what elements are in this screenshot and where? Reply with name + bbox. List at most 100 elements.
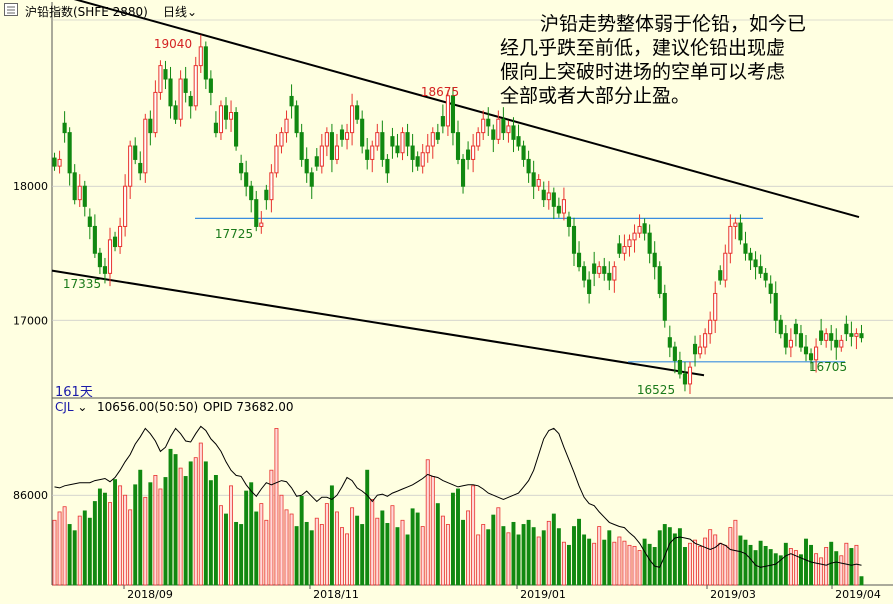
candle-body xyxy=(77,185,82,201)
candle-body xyxy=(239,162,244,174)
x-tick-label: 2019/04 xyxy=(835,588,881,601)
candle-body xyxy=(380,132,385,160)
candle-body xyxy=(244,172,249,187)
candle-body xyxy=(365,149,370,160)
indicator-value: 10656.00(50:50) xyxy=(97,400,199,414)
candle-body xyxy=(198,46,203,67)
volume-bar xyxy=(249,482,254,586)
volume-bar xyxy=(284,509,289,586)
chart-menu-icon[interactable] xyxy=(4,3,18,19)
candle-body xyxy=(708,319,713,335)
candle-body xyxy=(309,172,314,187)
candle-body xyxy=(521,145,526,160)
volume-bar xyxy=(138,469,143,586)
candle-body xyxy=(72,172,77,201)
candle-body xyxy=(355,105,360,120)
candle-body xyxy=(763,272,768,281)
volume-bar xyxy=(501,526,506,586)
volume-bar xyxy=(153,475,158,586)
volume-bar xyxy=(118,485,123,586)
candle-body xyxy=(385,158,390,174)
volume-bar xyxy=(834,551,839,586)
volume-bar xyxy=(743,539,748,586)
x-tick-label: 2018/11 xyxy=(313,588,359,601)
volume-bar xyxy=(360,524,365,586)
volume-bar xyxy=(566,544,571,586)
volume-bar xyxy=(198,442,203,586)
volume-bar xyxy=(456,488,460,586)
candle-body xyxy=(839,339,844,348)
price-annotation: 17335 xyxy=(63,277,101,291)
candle-body xyxy=(460,158,466,187)
volume-bar xyxy=(814,553,819,586)
candle-body xyxy=(662,292,667,321)
candle-body xyxy=(587,279,592,294)
candle-body xyxy=(97,252,102,268)
volume-bar xyxy=(496,507,501,586)
candle-body xyxy=(82,185,87,207)
volume-bar xyxy=(62,506,67,586)
volume-bar xyxy=(274,428,279,586)
volume-bar xyxy=(108,502,112,586)
candle-body xyxy=(703,333,708,348)
candle-body xyxy=(778,319,783,335)
candle-body xyxy=(536,179,541,187)
volume-bar xyxy=(435,503,440,586)
candle-body xyxy=(808,353,814,361)
candle-body xyxy=(466,149,471,160)
volume-bar xyxy=(420,526,425,586)
volume-bar xyxy=(92,501,97,586)
volume-bar xyxy=(627,544,632,586)
candle-body xyxy=(582,266,587,281)
volume-bar xyxy=(587,538,592,586)
volume-bar xyxy=(385,523,390,586)
candle-body xyxy=(657,266,662,294)
indicator-selector[interactable]: CJL ⌄ xyxy=(55,400,87,414)
candlesticks xyxy=(52,34,864,394)
volume-bar xyxy=(713,534,718,586)
candle-body xyxy=(153,91,158,134)
candle-body xyxy=(107,239,113,274)
volume-bar xyxy=(229,485,234,586)
volume-bar xyxy=(617,536,622,586)
candle-body xyxy=(531,172,536,187)
volume-bar xyxy=(728,527,733,586)
candle-body xyxy=(334,145,340,160)
x-tick-label: 2019/03 xyxy=(710,588,756,601)
volume-bar xyxy=(425,459,430,586)
price-annotation: 19040 xyxy=(154,37,192,51)
volume-bar xyxy=(57,511,62,586)
annotation-text: 沪铅走势整体弱于伦铅，如今已 经几乎跌至前低，建议伦铅出现虚 假向上突破时进场的… xyxy=(500,12,880,108)
volume-bar xyxy=(677,528,682,586)
volume-bar xyxy=(577,518,582,586)
candle-body xyxy=(677,359,682,375)
volume-bar xyxy=(607,530,612,586)
volume-bar xyxy=(294,526,299,586)
volume-bar xyxy=(693,539,698,586)
candle-body xyxy=(844,323,849,335)
candle-body xyxy=(617,243,622,254)
volume-bar xyxy=(334,511,339,586)
volume-bar xyxy=(163,477,168,586)
volume-bar xyxy=(572,526,576,586)
volume-bar xyxy=(824,547,829,586)
volume-bar xyxy=(87,517,92,586)
volume-bar xyxy=(390,505,395,586)
volume-bar xyxy=(224,513,228,586)
volume-bar xyxy=(506,532,511,586)
volume-bar xyxy=(758,540,763,586)
candle-body xyxy=(642,223,647,234)
period-selector[interactable]: 日线⌄ xyxy=(163,3,197,20)
volume-bar xyxy=(380,510,385,586)
volume-bar xyxy=(481,524,486,586)
volume-bar xyxy=(370,499,375,586)
volume-bar xyxy=(259,503,264,586)
candle-body xyxy=(193,65,198,107)
candle-body xyxy=(228,112,234,120)
candle-body xyxy=(788,339,793,348)
volume-bar xyxy=(647,543,652,586)
days-label: 161天 xyxy=(55,385,93,400)
candle-body xyxy=(692,343,698,355)
indicator-name: CJL xyxy=(55,400,74,414)
candle-body xyxy=(123,185,128,227)
